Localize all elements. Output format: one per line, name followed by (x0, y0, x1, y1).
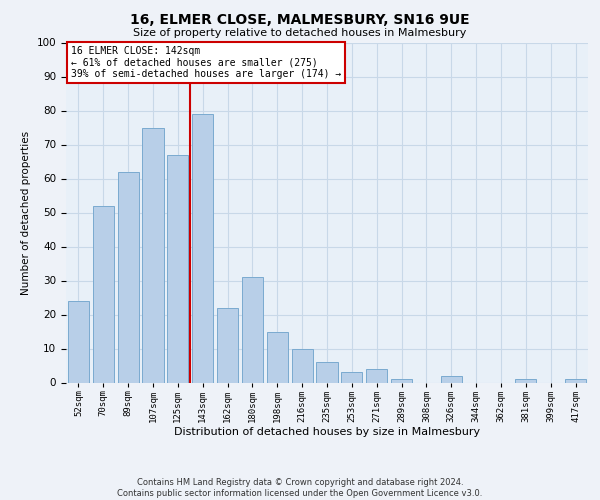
Bar (93, 206, 114, 382)
Bar (341, 372, 362, 382)
Bar (192, 114, 213, 382)
Bar (167, 154, 188, 382)
Text: 16 ELMER CLOSE: 142sqm
← 61% of detached houses are smaller (275)
39% of semi-de: 16 ELMER CLOSE: 142sqm ← 61% of detached… (71, 46, 341, 79)
Y-axis label: Number of detached properties: Number of detached properties (21, 130, 31, 294)
Text: Contains HM Land Registry data © Crown copyright and database right 2024.
Contai: Contains HM Land Registry data © Crown c… (118, 478, 482, 498)
X-axis label: Distribution of detached houses by size in Malmesbury: Distribution of detached houses by size … (174, 427, 480, 437)
Bar (292, 348, 313, 382)
Bar (441, 376, 462, 382)
Bar (142, 128, 164, 382)
Bar (366, 369, 387, 382)
Bar (242, 277, 263, 382)
Bar (68, 301, 89, 382)
Bar (316, 362, 338, 382)
Bar (267, 332, 288, 382)
Bar (391, 379, 412, 382)
Bar (515, 379, 536, 382)
Bar (565, 379, 586, 382)
Text: Size of property relative to detached houses in Malmesbury: Size of property relative to detached ho… (133, 28, 467, 38)
Bar (118, 172, 139, 382)
Text: 16, ELMER CLOSE, MALMESBURY, SN16 9UE: 16, ELMER CLOSE, MALMESBURY, SN16 9UE (130, 12, 470, 26)
Bar (217, 308, 238, 382)
